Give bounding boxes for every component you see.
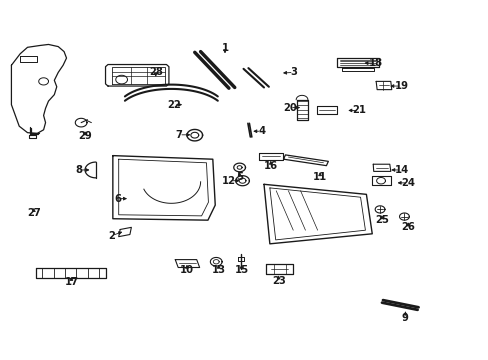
Text: 2: 2 xyxy=(108,231,115,240)
Text: 24: 24 xyxy=(401,178,414,188)
Text: 20: 20 xyxy=(283,103,296,113)
Text: 19: 19 xyxy=(394,81,407,91)
Text: 25: 25 xyxy=(374,215,388,225)
Text: 13: 13 xyxy=(211,265,225,275)
Text: 3: 3 xyxy=(290,67,297,77)
Text: 17: 17 xyxy=(64,277,78,287)
Text: 6: 6 xyxy=(114,194,121,204)
Text: 5: 5 xyxy=(236,172,243,182)
Text: 9: 9 xyxy=(401,313,408,323)
Text: 23: 23 xyxy=(271,276,285,286)
Text: 7: 7 xyxy=(175,130,182,140)
Text: 12: 12 xyxy=(222,176,235,186)
Text: 26: 26 xyxy=(401,222,414,232)
Text: 27: 27 xyxy=(27,208,41,218)
Text: 28: 28 xyxy=(148,67,163,77)
Text: 11: 11 xyxy=(312,172,326,182)
Text: 4: 4 xyxy=(258,126,264,136)
Text: 14: 14 xyxy=(394,165,408,175)
Text: 16: 16 xyxy=(263,161,277,171)
Text: 18: 18 xyxy=(368,58,383,68)
Text: 1: 1 xyxy=(221,43,228,53)
Text: 10: 10 xyxy=(180,265,194,275)
Text: 21: 21 xyxy=(351,105,366,116)
Text: 15: 15 xyxy=(234,265,248,275)
Text: 8: 8 xyxy=(75,165,82,175)
Text: 29: 29 xyxy=(78,131,92,141)
Text: 22: 22 xyxy=(166,100,180,110)
